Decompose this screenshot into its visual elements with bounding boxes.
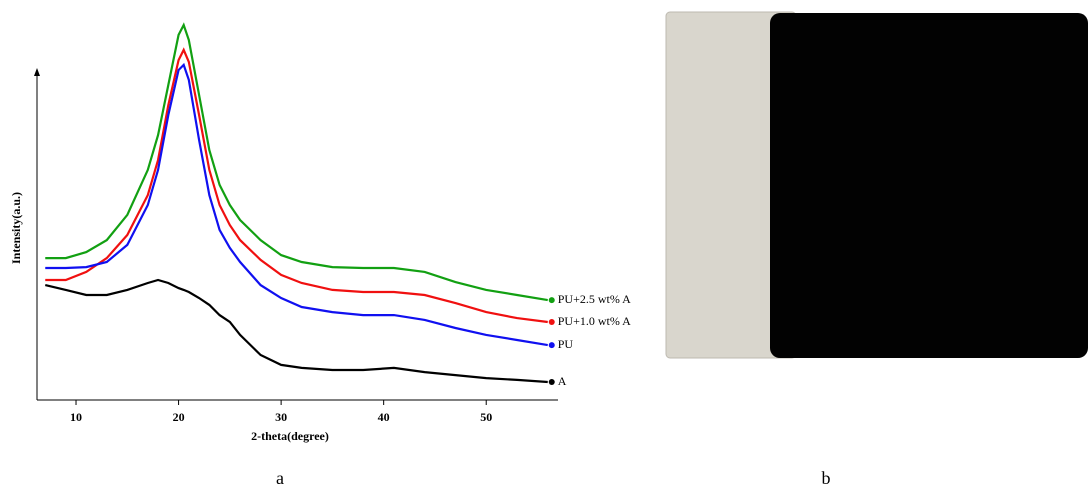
series-line [45,47,548,324]
end-marker [548,297,555,304]
x-tick-label: 40 [378,410,390,424]
caption: b [822,468,831,488]
series-label: A [558,374,567,388]
caption: a [276,468,284,488]
series-label: PU+1.0 wt% A [558,314,631,328]
y-axis-arrow [34,68,40,76]
series-label: PU+2.5 wt% A [558,292,631,306]
end-marker [548,342,555,349]
x-tick-label: 50 [480,410,492,424]
x-tick-label: 30 [275,410,287,424]
series-label: PU [558,337,574,351]
series-line [45,278,548,384]
y-axis-label: Intensity(a.u.) [9,192,23,264]
x-tick-label: 10 [70,410,82,424]
dark-panel [770,13,1088,358]
end-marker [548,319,555,325]
end-marker [548,379,555,385]
series-line [45,22,548,302]
x-tick-label: 20 [173,410,185,424]
x-axis-label: 2-theta(degree) [251,429,329,443]
series-line [45,62,548,347]
